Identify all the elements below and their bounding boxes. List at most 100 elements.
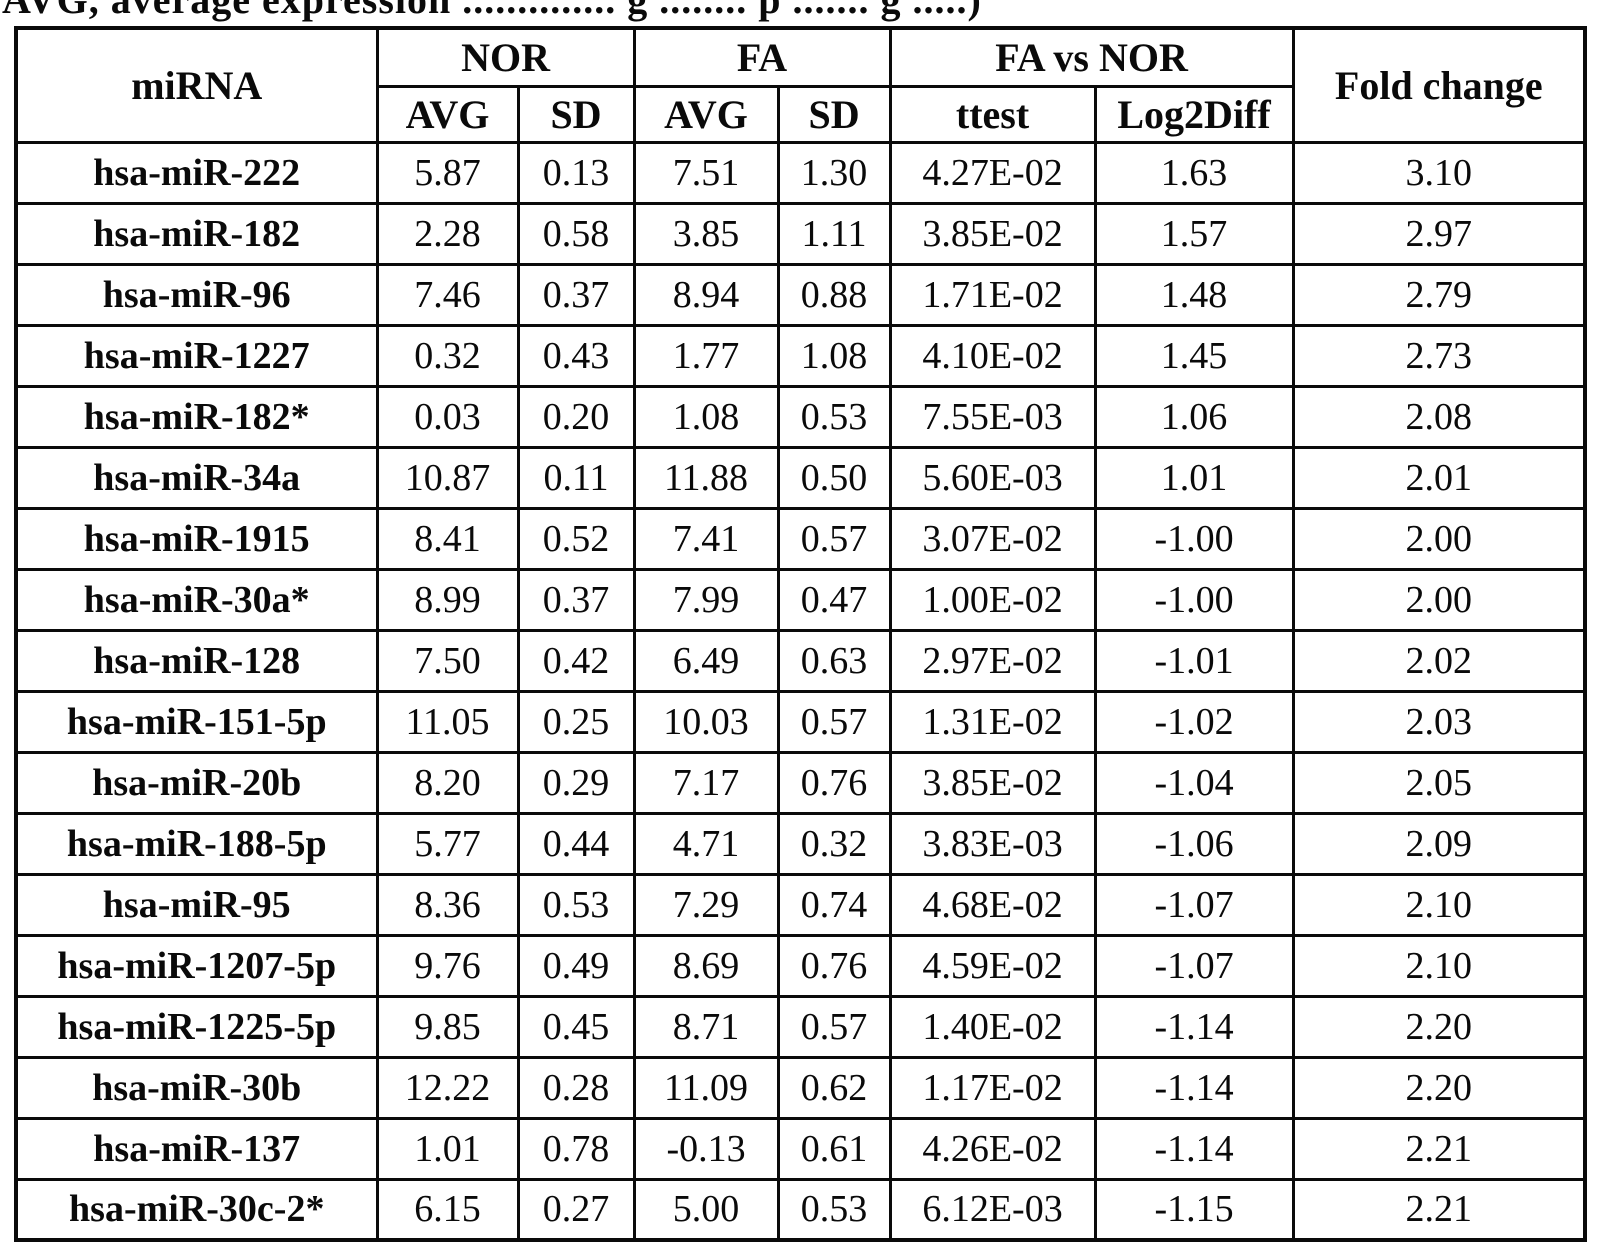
mirna-name-cell: hsa-miR-151-5p xyxy=(14,689,379,754)
nor-sd-cell: 0.28 xyxy=(516,1055,636,1120)
group-header-fa-vs-nor: FA vs NOR xyxy=(888,26,1295,88)
mirna-name-cell: hsa-miR-188-5p xyxy=(14,811,379,876)
log2diff-cell: 1.45 xyxy=(1093,323,1295,388)
table-row: hsa-miR-128 7.50 0.42 6.49 0.63 2.97E-02… xyxy=(14,628,1587,693)
fold-change-cell: 2.79 xyxy=(1291,262,1587,327)
ttest-cell: 4.59E-02 xyxy=(888,933,1097,998)
fold-change-cell: 3.10 xyxy=(1291,140,1587,205)
nor-sd-cell: 0.20 xyxy=(516,384,636,449)
column-header-nor-sd: SD xyxy=(516,84,636,144)
fa-sd-cell: 0.61 xyxy=(776,1116,892,1181)
fold-change-cell: 2.10 xyxy=(1291,933,1587,998)
table-row: hsa-miR-95 8.36 0.53 7.29 0.74 4.68E-02 … xyxy=(14,872,1587,937)
fa-sd-cell: 0.50 xyxy=(776,445,892,510)
nor-sd-cell: 0.45 xyxy=(516,994,636,1059)
column-header-nor-avg: AVG xyxy=(375,84,520,144)
log2diff-cell: -1.07 xyxy=(1093,933,1295,998)
fold-change-cell: 2.21 xyxy=(1291,1116,1587,1181)
fold-change-cell: 2.20 xyxy=(1291,994,1587,1059)
fa-avg-cell: 7.29 xyxy=(632,872,780,937)
table-row: hsa-miR-137 1.01 0.78 -0.13 0.61 4.26E-0… xyxy=(14,1116,1587,1181)
nor-avg-cell: 8.20 xyxy=(375,750,520,815)
group-header-fa: FA xyxy=(632,26,892,88)
nor-avg-cell: 5.77 xyxy=(375,811,520,876)
ttest-cell: 5.60E-03 xyxy=(888,445,1097,510)
ttest-cell: 3.85E-02 xyxy=(888,750,1097,815)
mirna-name-cell: hsa-miR-1207-5p xyxy=(14,933,379,998)
fa-avg-cell: 7.99 xyxy=(632,567,780,632)
ttest-cell: 4.68E-02 xyxy=(888,872,1097,937)
mirna-name-cell: hsa-miR-20b xyxy=(14,750,379,815)
fa-avg-cell: -0.13 xyxy=(632,1116,780,1181)
mirna-name-cell: hsa-miR-30b xyxy=(14,1055,379,1120)
fa-sd-cell: 0.57 xyxy=(776,506,892,571)
nor-sd-cell: 0.78 xyxy=(516,1116,636,1181)
log2diff-cell: 1.01 xyxy=(1093,445,1295,510)
nor-avg-cell: 8.36 xyxy=(375,872,520,937)
nor-avg-cell: 11.05 xyxy=(375,689,520,754)
mirna-expression-table: miRNA NOR FA FA vs NOR Fold change AVG S… xyxy=(14,26,1588,1242)
ttest-cell: 7.55E-03 xyxy=(888,384,1097,449)
fold-change-cell: 2.73 xyxy=(1291,323,1587,388)
fa-sd-cell: 0.47 xyxy=(776,567,892,632)
ttest-cell: 4.27E-02 xyxy=(888,140,1097,205)
log2diff-cell: 1.63 xyxy=(1093,140,1295,205)
nor-sd-cell: 0.29 xyxy=(516,750,636,815)
log2diff-cell: -1.14 xyxy=(1093,1055,1295,1120)
fa-sd-cell: 0.74 xyxy=(776,872,892,937)
log2diff-cell: 1.57 xyxy=(1093,201,1295,266)
log2diff-cell: -1.04 xyxy=(1093,750,1295,815)
fold-change-cell: 2.09 xyxy=(1291,811,1587,876)
mirna-name-cell: hsa-miR-34a xyxy=(14,445,379,510)
fold-change-cell: 2.00 xyxy=(1291,506,1587,571)
table-row: hsa-miR-182 2.28 0.58 3.85 1.11 3.85E-02… xyxy=(14,201,1587,266)
fa-sd-cell: 0.76 xyxy=(776,933,892,998)
fa-avg-cell: 6.49 xyxy=(632,628,780,693)
log2diff-cell: -1.01 xyxy=(1093,628,1295,693)
column-header-mirna: miRNA xyxy=(14,26,379,144)
fa-avg-cell: 1.08 xyxy=(632,384,780,449)
mirna-name-cell: hsa-miR-30a* xyxy=(14,567,379,632)
fa-avg-cell: 4.71 xyxy=(632,811,780,876)
fa-avg-cell: 8.94 xyxy=(632,262,780,327)
fa-sd-cell: 1.30 xyxy=(776,140,892,205)
nor-avg-cell: 8.99 xyxy=(375,567,520,632)
mirna-name-cell: hsa-miR-95 xyxy=(14,872,379,937)
ttest-cell: 1.17E-02 xyxy=(888,1055,1097,1120)
table-row: hsa-miR-96 7.46 0.37 8.94 0.88 1.71E-02 … xyxy=(14,262,1587,327)
nor-sd-cell: 0.13 xyxy=(516,140,636,205)
nor-avg-cell: 1.01 xyxy=(375,1116,520,1181)
mirna-name-cell: hsa-miR-96 xyxy=(14,262,379,327)
nor-sd-cell: 0.25 xyxy=(516,689,636,754)
fa-sd-cell: 0.57 xyxy=(776,994,892,1059)
fa-avg-cell: 5.00 xyxy=(632,1177,780,1242)
nor-avg-cell: 10.87 xyxy=(375,445,520,510)
fold-change-cell: 2.97 xyxy=(1291,201,1587,266)
table-row: hsa-miR-1227 0.32 0.43 1.77 1.08 4.10E-0… xyxy=(14,323,1587,388)
fa-sd-cell: 0.63 xyxy=(776,628,892,693)
fa-sd-cell: 1.08 xyxy=(776,323,892,388)
fa-avg-cell: 8.69 xyxy=(632,933,780,998)
log2diff-cell: -1.07 xyxy=(1093,872,1295,937)
mirna-name-cell: hsa-miR-1225-5p xyxy=(14,994,379,1059)
table-row: hsa-miR-30a* 8.99 0.37 7.99 0.47 1.00E-0… xyxy=(14,567,1587,632)
fold-change-cell: 2.03 xyxy=(1291,689,1587,754)
nor-avg-cell: 9.85 xyxy=(375,994,520,1059)
nor-sd-cell: 0.27 xyxy=(516,1177,636,1242)
column-header-fa-sd: SD xyxy=(776,84,892,144)
ttest-cell: 2.97E-02 xyxy=(888,628,1097,693)
table-row: hsa-miR-30c-2* 6.15 0.27 5.00 0.53 6.12E… xyxy=(14,1177,1587,1242)
nor-sd-cell: 0.37 xyxy=(516,567,636,632)
ttest-cell: 1.31E-02 xyxy=(888,689,1097,754)
fa-sd-cell: 1.11 xyxy=(776,201,892,266)
mirna-name-cell: hsa-miR-128 xyxy=(14,628,379,693)
group-header-row: miRNA NOR FA FA vs NOR Fold change xyxy=(14,26,1587,144)
fa-sd-cell: 0.57 xyxy=(776,689,892,754)
table-header: miRNA NOR FA FA vs NOR Fold change AVG S… xyxy=(14,26,1587,144)
fold-change-cell: 2.08 xyxy=(1291,384,1587,449)
nor-sd-cell: 0.43 xyxy=(516,323,636,388)
table-row: hsa-miR-151-5p 11.05 0.25 10.03 0.57 1.3… xyxy=(14,689,1587,754)
caption-text: AVG, average expression .............. g… xyxy=(2,0,982,20)
nor-avg-cell: 2.28 xyxy=(375,201,520,266)
table-row: hsa-miR-188-5p 5.77 0.44 4.71 0.32 3.83E… xyxy=(14,811,1587,876)
